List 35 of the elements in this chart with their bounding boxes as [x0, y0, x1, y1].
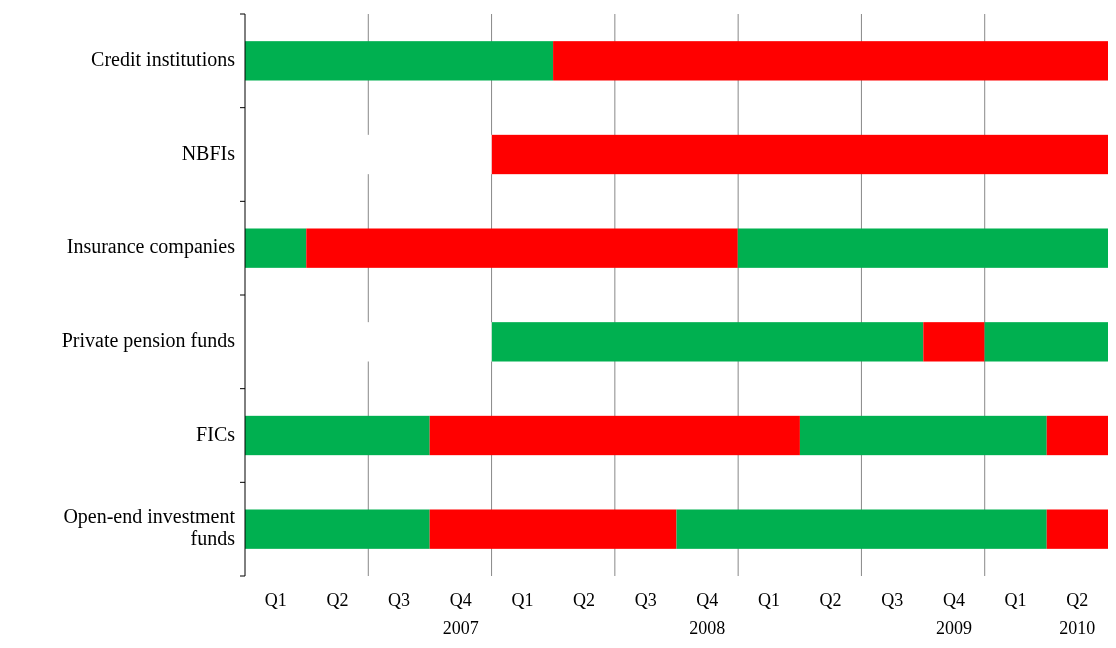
text: Q4 2007: [442, 590, 479, 638]
text: Q2 2010: [1059, 590, 1096, 638]
bar: [1046, 415, 1108, 456]
y-tick-label: Open-end investment funds: [63, 504, 236, 549]
y-tick-label: FICs: [196, 422, 236, 445]
bar: [306, 228, 738, 268]
text: Q3: [388, 590, 411, 610]
text: Q3: [634, 590, 657, 610]
bar: [429, 415, 800, 456]
text: Q1: [1004, 590, 1027, 610]
bar: [245, 228, 307, 268]
y-tick-label: Private pension funds: [61, 328, 236, 352]
y-tick-label: Insurance companies: [66, 234, 236, 258]
text: Q4 2008: [689, 590, 726, 638]
text: Q3: [881, 590, 904, 610]
bar: [799, 415, 1047, 456]
text: Q2: [573, 590, 596, 610]
text: Q1: [511, 590, 534, 610]
y-tick-label: Credit institutions: [91, 47, 236, 70]
bar: [245, 509, 430, 549]
bar: [553, 41, 1108, 81]
bar: [429, 509, 677, 549]
text: Q4 2009: [935, 590, 972, 638]
bar: [737, 228, 1108, 268]
bar: [984, 322, 1108, 362]
bar: [676, 509, 1047, 549]
bar: [1046, 509, 1108, 549]
text: Q2: [326, 590, 349, 610]
bar: [245, 415, 430, 456]
text: Q1: [757, 590, 780, 610]
text: Q2: [819, 590, 842, 610]
bar: [245, 41, 554, 81]
bar: [923, 322, 985, 362]
y-tick-label: NBFIs: [181, 141, 236, 164]
text: Q1: [264, 590, 287, 610]
